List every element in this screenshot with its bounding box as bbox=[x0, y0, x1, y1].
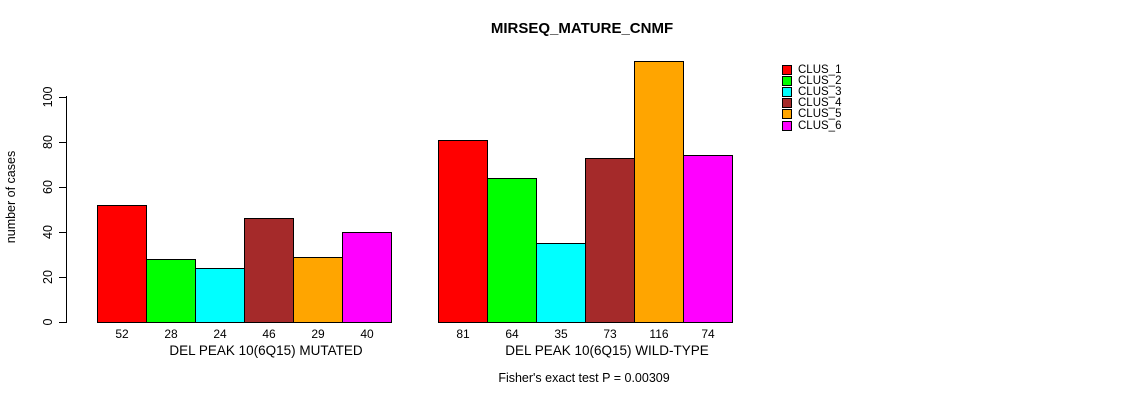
bar-clus-5-group2 bbox=[634, 61, 684, 323]
bar-value-label: 74 bbox=[701, 327, 715, 341]
legend-swatch-clus-3 bbox=[782, 86, 792, 97]
bar-value-label: 29 bbox=[311, 327, 325, 341]
legend-swatch-clus-4 bbox=[782, 98, 792, 109]
bar-value-label: 35 bbox=[554, 327, 568, 341]
legend-swatch-clus-2 bbox=[782, 75, 792, 86]
y-tick bbox=[59, 277, 66, 278]
y-tick-label: 100 bbox=[41, 86, 55, 108]
bar-value-label: 73 bbox=[603, 327, 617, 341]
y-tick bbox=[59, 232, 66, 233]
legend-swatch-clus-5 bbox=[782, 109, 792, 120]
y-tick bbox=[59, 322, 66, 323]
bar-clus-6-group1 bbox=[342, 232, 392, 323]
chart-title: MIRSEQ_MATURE_CNMF bbox=[490, 20, 674, 37]
y-tick bbox=[59, 142, 66, 143]
y-tick-label: 20 bbox=[41, 270, 55, 284]
y-tick-label: 60 bbox=[41, 180, 55, 194]
bar-value-label: 64 bbox=[505, 327, 519, 341]
y-axis-line bbox=[66, 96, 67, 323]
y-tick-label: 0 bbox=[41, 318, 55, 326]
bar-value-label: 28 bbox=[164, 327, 178, 341]
y-tick bbox=[59, 187, 66, 188]
bar-value-label: 52 bbox=[115, 327, 129, 341]
legend-swatch-clus-1 bbox=[782, 64, 792, 75]
group-label: DEL PEAK 10(6Q15) WILD-TYPE bbox=[505, 343, 709, 358]
legend-label: CLUS_4 bbox=[798, 97, 842, 110]
legend-label: CLUS_3 bbox=[798, 85, 842, 98]
group-label: DEL PEAK 10(6Q15) MUTATED bbox=[169, 343, 363, 358]
bar-clus-3-group1 bbox=[195, 268, 245, 323]
bar-clus-2-group2 bbox=[487, 178, 537, 323]
y-tick-label: 40 bbox=[41, 225, 55, 239]
bar-clus-2-group1 bbox=[146, 259, 196, 323]
bar-clus-1-group1 bbox=[97, 205, 147, 323]
bar-clus-4-group2 bbox=[585, 158, 635, 323]
legend-label: CLUS_2 bbox=[798, 74, 842, 87]
legend-label: CLUS_1 bbox=[798, 63, 842, 76]
y-axis-title: number of cases bbox=[4, 150, 18, 244]
fisher-test-annotation: Fisher's exact test P = 0.00309 bbox=[498, 371, 670, 385]
bar-value-label: 24 bbox=[213, 327, 227, 341]
bar-clus-5-group1 bbox=[293, 257, 343, 323]
bar-clus-6-group2 bbox=[683, 155, 733, 323]
bar-value-label: 81 bbox=[456, 327, 470, 341]
bar-clus-1-group2 bbox=[438, 140, 488, 323]
y-tick bbox=[59, 97, 66, 98]
legend-label: CLUS_5 bbox=[798, 108, 842, 121]
bar-clus-4-group1 bbox=[244, 218, 294, 323]
bar-value-label: 116 bbox=[649, 327, 669, 341]
legend-label: CLUS_6 bbox=[798, 119, 842, 132]
y-tick-label: 80 bbox=[41, 135, 55, 149]
bar-clus-3-group2 bbox=[536, 243, 586, 323]
bar-value-label: 40 bbox=[360, 327, 374, 341]
legend-swatch-clus-6 bbox=[782, 120, 792, 131]
bar-value-label: 46 bbox=[262, 327, 276, 341]
